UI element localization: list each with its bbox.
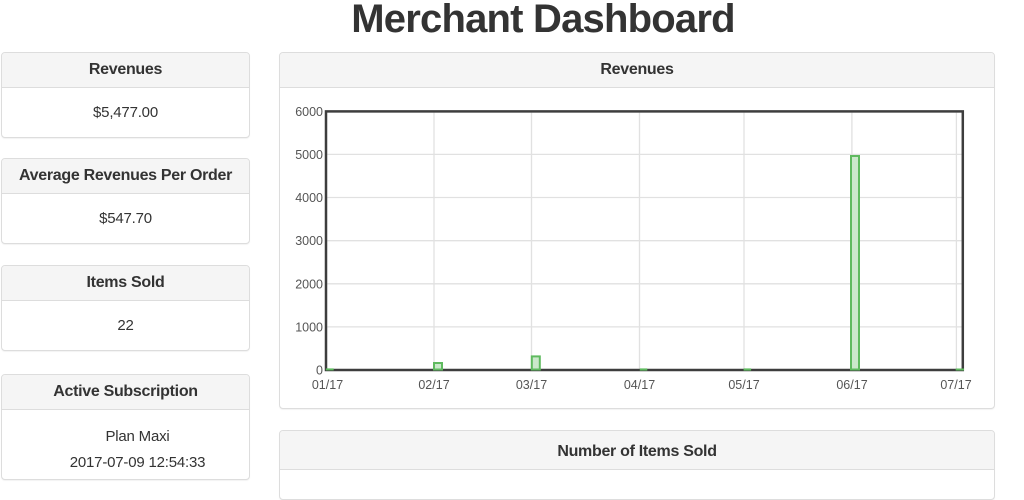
svg-text:03/17: 03/17 (516, 378, 547, 392)
svg-text:0: 0 (316, 364, 323, 378)
svg-text:05/17: 05/17 (728, 378, 759, 392)
svg-text:04/17: 04/17 (624, 378, 655, 392)
svg-text:06/17: 06/17 (836, 378, 867, 392)
svg-text:4000: 4000 (295, 191, 323, 205)
svg-text:3000: 3000 (295, 234, 323, 248)
svg-text:2000: 2000 (295, 277, 323, 291)
svg-text:01/17: 01/17 (312, 378, 343, 392)
svg-text:5000: 5000 (295, 148, 323, 162)
svg-text:07/17: 07/17 (940, 378, 971, 392)
svg-text:6000: 6000 (295, 105, 323, 119)
svg-text:1000: 1000 (295, 320, 323, 334)
svg-text:02/17: 02/17 (418, 378, 449, 392)
